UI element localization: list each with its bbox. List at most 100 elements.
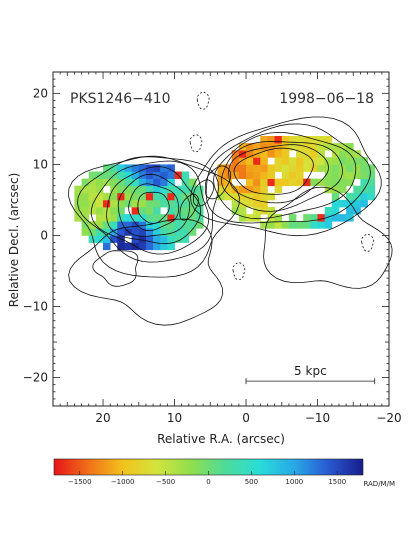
rm-pixel [339, 150, 347, 158]
rm-pixel [339, 164, 347, 172]
rm-pixel [274, 221, 283, 229]
rm-pixel [224, 164, 233, 172]
rm-pixel [188, 228, 197, 236]
rm-pixel [310, 164, 318, 172]
contour-line-west [233, 147, 314, 195]
rm-pixel [117, 171, 125, 179]
rm-pixel [95, 214, 104, 222]
rm-pixel [260, 136, 268, 144]
rm-pixel [353, 185, 361, 194]
x-tick-label: −20 [376, 411, 401, 425]
rm-pixel [110, 178, 118, 187]
rm-pixel [117, 221, 125, 229]
rm-pixel [196, 199, 204, 208]
rm-pixel [131, 178, 140, 187]
rm-pixel [103, 221, 111, 229]
rm-pixel [88, 185, 97, 194]
colorbar: −1500 −1000 −500 0 500 1000 1500 RAD/M/M [53, 458, 395, 488]
contour-line-east [117, 173, 191, 237]
rm-pixel [267, 207, 275, 215]
rm-pixel [181, 185, 190, 194]
rm-pixel [103, 164, 111, 172]
rm-pixel [317, 150, 325, 158]
rm-pixel [153, 207, 161, 215]
rm-pixel [188, 207, 197, 215]
rm-pixel [303, 221, 311, 229]
rm-pixel [346, 143, 354, 151]
rm-pixel [181, 221, 190, 229]
rm-pixel [138, 178, 147, 187]
rm-pixel [238, 214, 247, 222]
rm-pixel [181, 214, 190, 222]
contour-line-east [90, 160, 210, 255]
rm-pixel [167, 171, 175, 179]
colorbar-tick-label: −500 [156, 478, 175, 486]
rm-pixel [253, 185, 261, 194]
rm-pixel [167, 221, 175, 229]
rm-pixel [131, 207, 140, 215]
rm-pixel [303, 164, 311, 172]
rm-pixel [103, 199, 111, 208]
rm-pixel [95, 228, 104, 236]
y-axis-label: Relative Decl. (arcsec) [7, 173, 21, 308]
rm-pixel [188, 221, 197, 229]
rm-pixel [360, 199, 368, 208]
rm-pixel [131, 199, 140, 208]
contour-dashed [232, 262, 246, 281]
rm-pixel [253, 164, 261, 172]
rm-pixel [331, 192, 340, 201]
rm-pixel [288, 178, 297, 187]
y-tick-label: −20 [23, 371, 48, 385]
rm-pixel [160, 164, 168, 172]
rm-pixel [188, 192, 197, 201]
rm-pixel [274, 143, 283, 151]
rm-pixel [253, 214, 261, 222]
rm-pixel [260, 192, 268, 201]
rm-pixel [303, 136, 311, 144]
rm-pixel [160, 221, 168, 229]
axis-ticks [53, 72, 390, 406]
rm-pixel [181, 199, 190, 208]
rm-pixel [81, 207, 90, 215]
rm-pixel [160, 178, 168, 187]
rm-pixel [224, 192, 233, 201]
rm-pixel [131, 164, 140, 172]
rm-pixel [317, 214, 325, 222]
contour-line-west [213, 131, 357, 220]
colorbar-tick-label: 0 [206, 478, 210, 486]
rm-pixel [145, 242, 154, 251]
rm-pixel [324, 221, 333, 229]
x-axis-label: Relative R.A. (arcsec) [157, 432, 285, 446]
rm-pixel [181, 192, 190, 201]
rm-pixel [138, 242, 147, 251]
rm-pixel [160, 242, 168, 251]
colorbar-tick-label: −1000 [111, 478, 135, 486]
contour-line-west [190, 116, 382, 237]
rm-pixel [260, 150, 268, 158]
rm-pixel [260, 178, 268, 187]
rm-pixel [324, 178, 333, 187]
contour-line-east [106, 166, 202, 245]
rm-pixel [124, 228, 132, 236]
rm-pixel [110, 164, 118, 172]
rm-pixel [246, 192, 254, 201]
rm-pixel [346, 214, 354, 222]
rm-pixel [196, 185, 204, 194]
rm-pixel [110, 199, 118, 208]
rm-pixel [174, 192, 182, 201]
rm-pixel [145, 207, 154, 215]
rm-pixel [153, 214, 161, 222]
contour-dashed [196, 91, 210, 110]
rm-pixel [303, 178, 311, 187]
rm-pixel [81, 228, 90, 236]
contour-layer [68, 91, 393, 326]
rm-pixel [317, 143, 325, 151]
rm-pixel [267, 192, 275, 201]
rm-pixel [217, 178, 225, 187]
rm-pixel [253, 157, 261, 165]
rm-pixel [253, 143, 261, 151]
rm-pixel [145, 199, 154, 208]
rm-pixel [131, 192, 140, 201]
rm-pixel [281, 171, 290, 179]
contour-line-outer [68, 218, 224, 326]
